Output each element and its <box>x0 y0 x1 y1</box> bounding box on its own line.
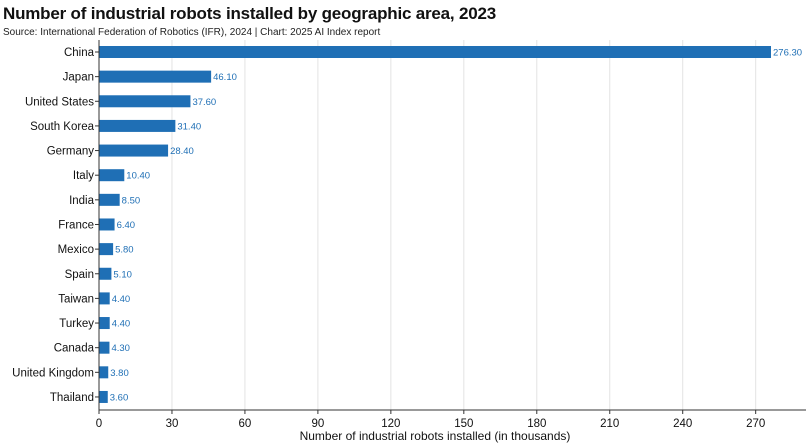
chart-subtitle: Source: International Federation of Robo… <box>3 27 381 38</box>
category-label: France <box>58 219 94 231</box>
x-tick-label: 120 <box>381 418 400 430</box>
x-axis-title: Number of industrial robots installed (i… <box>300 429 571 443</box>
value-label: 3.60 <box>110 392 129 403</box>
bars: China 276.30 Japan 46.10 United States 37.60 S… <box>12 46 802 404</box>
value-label: 5.80 <box>115 245 134 256</box>
x-tick-label: 0 <box>96 418 102 430</box>
x-tick-label: 240 <box>673 418 692 430</box>
category-label: Turkey <box>59 318 94 330</box>
value-label: 46.10 <box>213 72 237 83</box>
x-axis-ticks: 0 30 60 90 120 150 180 210 240 270 <box>96 410 765 430</box>
category-label: Thailand <box>50 392 94 404</box>
value-label: 5.10 <box>113 269 131 280</box>
bar <box>99 119 176 132</box>
category-label: Germany <box>47 146 95 158</box>
category-label: Canada <box>54 343 95 355</box>
bar <box>99 95 191 108</box>
x-tick-label: 270 <box>746 418 765 430</box>
value-label: 4.30 <box>111 343 129 354</box>
category-label: Spain <box>65 269 94 281</box>
bar <box>99 292 110 305</box>
bar <box>99 267 112 280</box>
bar <box>99 70 212 83</box>
value-label: 4.40 <box>112 294 131 305</box>
value-label: 37.60 <box>192 97 216 108</box>
category-label: United Kingdom <box>12 367 94 379</box>
category-label: Mexico <box>58 244 94 256</box>
bar <box>99 390 108 403</box>
value-label: 31.40 <box>177 121 201 132</box>
x-tick-label: 180 <box>527 418 546 430</box>
bar <box>99 46 771 58</box>
x-tick-label: 150 <box>454 418 473 430</box>
bar <box>99 341 110 354</box>
category-label: India <box>69 195 95 207</box>
value-label: 276.30 <box>773 48 802 59</box>
value-label: 6.40 <box>117 220 136 231</box>
bar <box>99 243 114 256</box>
category-label: Japan <box>63 72 94 84</box>
bar <box>99 193 120 206</box>
bar <box>99 218 115 231</box>
x-tick-label: 210 <box>600 418 619 430</box>
bar <box>99 366 109 379</box>
category-label: China <box>64 47 95 59</box>
grid-lines <box>171 40 757 410</box>
value-label: 10.40 <box>126 171 150 182</box>
value-label: 28.40 <box>170 146 194 157</box>
x-tick-label: 60 <box>239 418 252 430</box>
category-label: United States <box>25 96 94 108</box>
bar <box>99 144 169 157</box>
x-tick-label: 90 <box>311 418 324 430</box>
category-label: South Korea <box>30 121 95 133</box>
chart-title: Number of industrial robots installed by… <box>3 4 497 23</box>
bar <box>99 169 125 182</box>
value-label: 8.50 <box>122 195 141 206</box>
value-label: 4.40 <box>112 319 131 330</box>
value-label: 3.80 <box>110 368 129 379</box>
x-tick-label: 30 <box>166 418 179 430</box>
bar <box>99 317 110 330</box>
category-label: Taiwan <box>58 293 94 305</box>
category-label: Italy <box>73 170 94 182</box>
